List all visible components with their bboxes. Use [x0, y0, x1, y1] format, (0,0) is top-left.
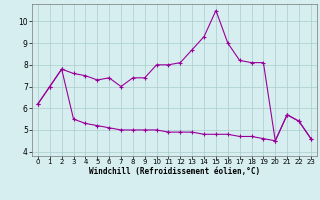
X-axis label: Windchill (Refroidissement éolien,°C): Windchill (Refroidissement éolien,°C) — [89, 167, 260, 176]
